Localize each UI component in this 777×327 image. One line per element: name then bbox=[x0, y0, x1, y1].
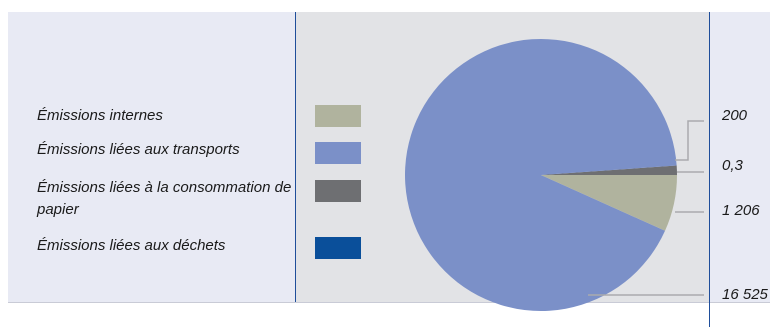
value-label-paper: 200 bbox=[722, 107, 748, 124]
leader-line-paper bbox=[675, 120, 704, 161]
legend-swatch-internal bbox=[315, 105, 361, 127]
legend-swatch-paper bbox=[315, 180, 361, 202]
pie-slice-internal bbox=[541, 175, 678, 231]
legend-label-internal: Émissions internes bbox=[37, 107, 163, 124]
value-label-transport: 16 525 bbox=[722, 286, 768, 303]
frame-bottom-border bbox=[8, 302, 770, 303]
divider-right bbox=[709, 12, 710, 327]
legend-label-paper: Émissions liées à la consommation de pap… bbox=[37, 179, 292, 218]
pie-slice-paper bbox=[541, 165, 677, 175]
legend-swatch-waste bbox=[315, 237, 361, 259]
legend-label-waste: Émissions liées aux déchets bbox=[37, 237, 226, 254]
value-label-internal: 1 206 bbox=[722, 202, 760, 219]
legend-swatch-transport bbox=[315, 142, 361, 164]
value-label-waste: 0,3 bbox=[722, 157, 743, 174]
pie-slice-transport bbox=[404, 39, 677, 312]
divider-left bbox=[295, 12, 296, 302]
legend-label-transport: Émissions liées aux transports bbox=[37, 141, 240, 158]
